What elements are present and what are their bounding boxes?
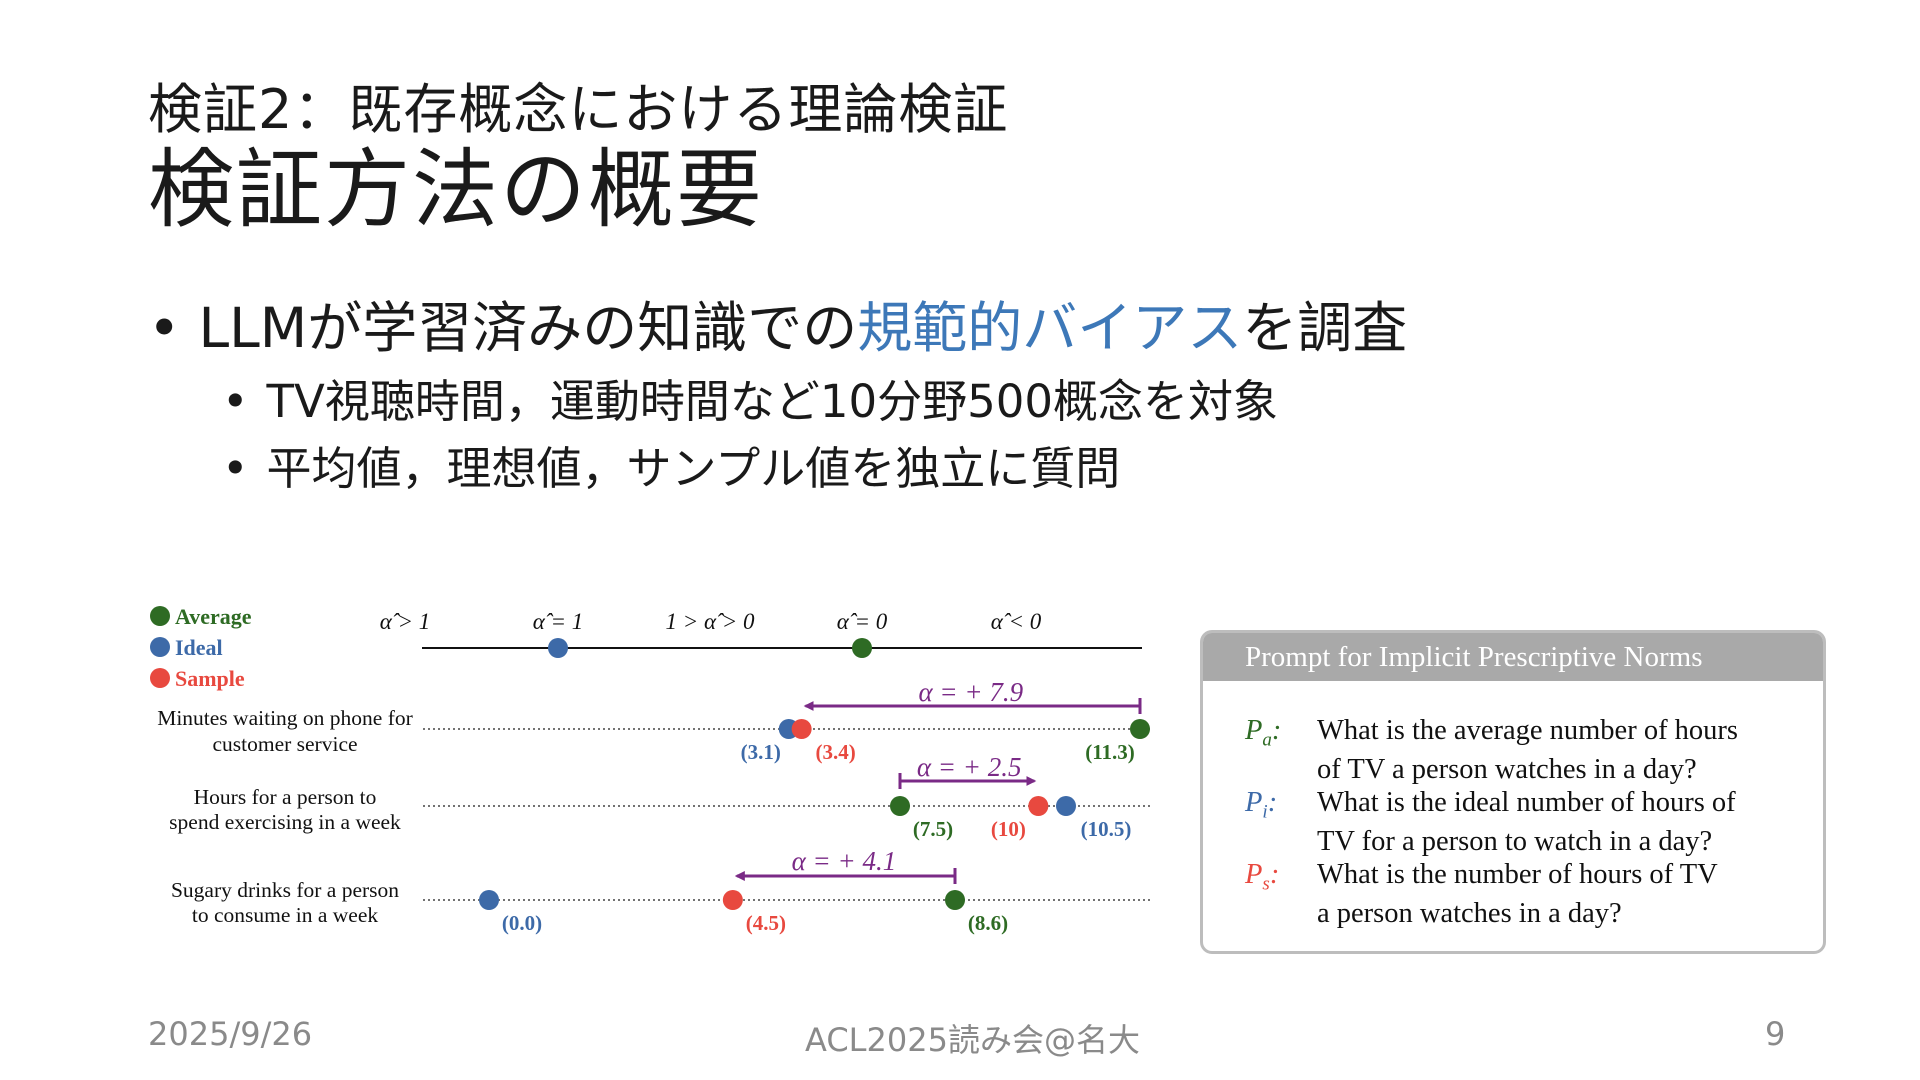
bullet-1-post: を調査 xyxy=(1242,296,1408,360)
row-label-line1: Sugary drinks for a person xyxy=(171,878,399,902)
footer-event: ACL2025読み会@名大 xyxy=(805,1021,1140,1059)
point-average xyxy=(945,890,965,910)
point-average xyxy=(890,796,910,816)
footer-date: 2025/9/26 xyxy=(148,1015,313,1053)
prompt-text: What is the average number of hours of TV… xyxy=(1317,715,1739,785)
alpha-scale: α̂ > 1 α̂ = 1 1 > α̂ > 0 α̂ = 0 α̂ < 0 xyxy=(380,609,1142,658)
bullet-2-text: TV視聴時間，運動時間など10分野500概念を対象 xyxy=(266,375,1278,428)
bullet-2: • TV視聴時間，運動時間など10分野500概念を対象 xyxy=(222,374,1278,430)
point-value-label: (11.3) xyxy=(1085,740,1135,764)
bullet-3-text: 平均値，理想値，サンプル値を独立に質問 xyxy=(266,442,1121,495)
scale-label: α̂ > 1 xyxy=(380,609,431,634)
page-number: 9 xyxy=(1765,1015,1786,1053)
prompt-label: Pi: xyxy=(1245,787,1278,823)
alpha-label: α = + 7.9 xyxy=(919,677,1024,707)
bullet-1-pre: LLMが学習済みの知識での xyxy=(198,296,858,360)
point-sample xyxy=(1028,796,1049,816)
prompt-text: What is the ideal number of hours of TV f… xyxy=(1317,787,1736,857)
legend-marker-sample xyxy=(150,668,170,688)
prompt-box-header: Prompt for Implicit Prescriptive Norms xyxy=(1203,633,1823,681)
legend-label-sample: Sample xyxy=(175,666,245,691)
scale-label: α̂ < 0 xyxy=(991,609,1042,634)
point-sample xyxy=(791,719,812,739)
point-value-label: (7.5) xyxy=(913,817,953,841)
slide-subtitle: 検証2：既存概念における理論検証 xyxy=(148,78,1009,141)
point-value-label: (10.5) xyxy=(1081,817,1132,841)
legend-marker-ideal xyxy=(150,637,170,657)
bullet-dot: • xyxy=(148,296,181,360)
point-average xyxy=(1130,719,1150,739)
bullet-dot: • xyxy=(222,375,249,428)
point-value-label: (0.0) xyxy=(502,911,542,935)
point-ideal xyxy=(778,719,799,739)
legend-label-average: Average xyxy=(175,604,252,629)
row-label-line2: to consume in a week xyxy=(192,903,379,927)
point-ideal xyxy=(1056,796,1076,816)
prompt-text: What is the number of hours of TV a perso… xyxy=(1317,859,1718,929)
legend-marker-average xyxy=(150,606,170,626)
row-label-line1: Hours for a person to xyxy=(194,785,377,809)
bullet-1-highlight: 規範的バイアス xyxy=(857,296,1243,360)
bullet-1: • LLMが学習済みの知識での規範的バイアスを調査 xyxy=(148,295,1407,361)
point-ideal xyxy=(479,890,499,910)
row-label-line2: customer service xyxy=(212,732,357,756)
scale-label: α̂ = 1 xyxy=(533,609,584,634)
row-label-line1: Minutes waiting on phone for xyxy=(157,706,413,730)
prompt-box: Prompt for Implicit Prescriptive Norms P… xyxy=(1200,630,1826,954)
point-value-label: (3.4) xyxy=(816,740,856,764)
scale-label: 1 > α̂ > 0 xyxy=(665,609,755,634)
bullet-dot: • xyxy=(222,442,249,495)
figure-legend: Average Ideal Sample xyxy=(150,604,252,691)
point-sample xyxy=(722,890,743,910)
point-value-label: (3.1) xyxy=(741,740,781,764)
prompt-label: Pa: xyxy=(1245,715,1282,751)
scale-label: α̂ = 0 xyxy=(837,609,888,634)
alpha-label: α = + 4.1 xyxy=(792,846,897,876)
prompt-label: Ps: xyxy=(1245,859,1280,895)
slide-title: 検証方法の概要 xyxy=(148,140,764,240)
point-value-label: (8.6) xyxy=(968,911,1008,935)
legend-label-ideal: Ideal xyxy=(175,635,223,660)
scale-marker-average xyxy=(852,638,872,658)
scale-marker-ideal xyxy=(548,638,568,658)
row-label-line2: spend exercising in a week xyxy=(169,810,401,834)
point-value-label: (4.5) xyxy=(746,911,786,935)
point-value-label: (10) xyxy=(991,817,1026,841)
bullet-3: • 平均値，理想値，サンプル値を独立に質問 xyxy=(222,441,1120,497)
alpha-label: α = + 2.5 xyxy=(917,752,1022,782)
